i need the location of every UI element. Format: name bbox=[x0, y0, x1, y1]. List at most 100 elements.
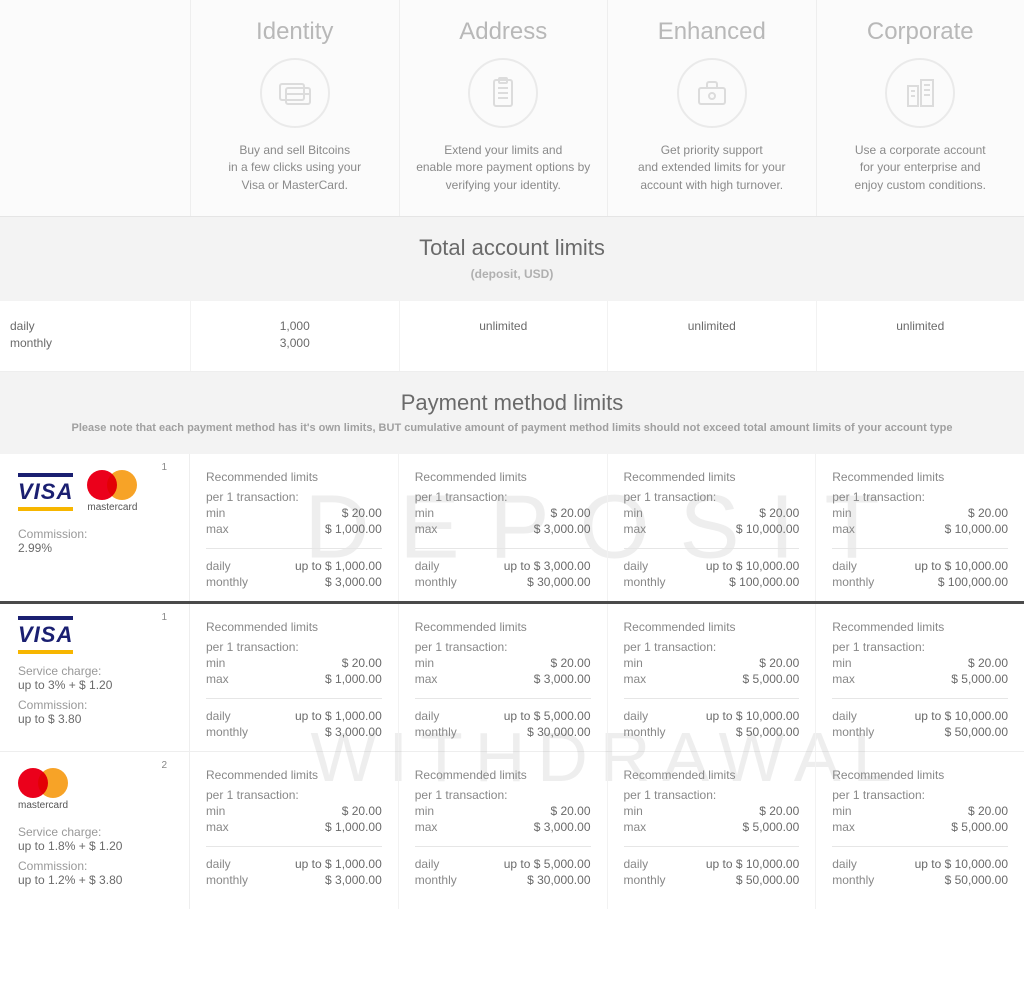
monthly-value: $ 50,000.00 bbox=[736, 725, 799, 739]
min-label: min bbox=[832, 804, 851, 818]
limit-cell: Recommended limitsper 1 transaction:min$… bbox=[398, 454, 607, 601]
monthly-label: monthly bbox=[415, 575, 457, 589]
monthly-label: monthly bbox=[206, 575, 248, 589]
tier-desc: Get priority supportand extended limits … bbox=[618, 142, 806, 194]
max-label: max bbox=[832, 820, 855, 834]
tier-desc: Use a corporate accountfor your enterpri… bbox=[827, 142, 1015, 194]
max-label: max bbox=[415, 672, 438, 686]
daily-label: daily bbox=[624, 559, 649, 573]
min-value: $ 20.00 bbox=[342, 804, 382, 818]
tier-corporate: Corporate Use a corporate accountfor you… bbox=[816, 0, 1024, 216]
method-logos: mastercard bbox=[18, 768, 177, 811]
monthly-value: $ 50,000.00 bbox=[945, 873, 1008, 887]
daily-value: up to $ 10,000.00 bbox=[915, 559, 1008, 573]
tier-identity: Identity Buy and sell Bitcoinsin a few c… bbox=[190, 0, 399, 216]
total-limits-header: Total account limits (deposit, USD) bbox=[0, 217, 1024, 301]
max-value: $ 5,000.00 bbox=[951, 820, 1008, 834]
commission-label: Commission: bbox=[18, 527, 177, 541]
daily-label: daily bbox=[206, 709, 231, 723]
monthly-value: $ 30,000.00 bbox=[527, 575, 590, 589]
monthly-label: monthly bbox=[832, 575, 874, 589]
max-label: max bbox=[624, 672, 647, 686]
deposit-row-visa-mc: 1 VISA mastercard Commission: 2.99% Reco… bbox=[0, 454, 1024, 601]
commission-label: Commission: bbox=[18, 859, 177, 873]
withdrawal-row-visa: 1 VISA Service charge: up to 3% + $ 1.20… bbox=[0, 604, 1024, 751]
monthly-value: $ 3,000.00 bbox=[325, 725, 382, 739]
daily-label: daily bbox=[10, 319, 180, 333]
min-label: min bbox=[206, 656, 225, 670]
monthly-label: monthly bbox=[832, 725, 874, 739]
min-value: $ 20.00 bbox=[550, 656, 590, 670]
max-value: $ 1,000.00 bbox=[325, 522, 382, 536]
service-charge-value: up to 1.8% + $ 1.20 bbox=[18, 839, 177, 853]
payment-limits-header: Payment method limits Please note that e… bbox=[0, 372, 1024, 454]
monthly-value: $ 50,000.00 bbox=[736, 873, 799, 887]
divider bbox=[206, 548, 382, 549]
limit-cell: Recommended limitsper 1 transaction:min$… bbox=[190, 604, 398, 751]
per-tx-label: per 1 transaction: bbox=[415, 490, 591, 504]
divider bbox=[832, 548, 1008, 549]
tier-title: Corporate bbox=[827, 18, 1015, 46]
daily-label: daily bbox=[624, 857, 649, 871]
max-value: $ 10,000.00 bbox=[736, 522, 799, 536]
total-daily: unlimited bbox=[618, 319, 806, 333]
per-tx-label: per 1 transaction: bbox=[206, 640, 382, 654]
monthly-value: $ 100,000.00 bbox=[938, 575, 1008, 589]
per-tx-label: per 1 transaction: bbox=[832, 640, 1008, 654]
daily-label: daily bbox=[832, 559, 857, 573]
mastercard-logo: mastercard bbox=[87, 470, 137, 513]
total-limits-row: daily monthly 1,000 3,000 unlimited unli… bbox=[0, 301, 1024, 372]
monthly-value: $ 100,000.00 bbox=[729, 575, 799, 589]
tier-title: Address bbox=[410, 18, 598, 46]
min-label: min bbox=[624, 656, 643, 670]
max-value: $ 3,000.00 bbox=[534, 672, 591, 686]
monthly-value: $ 30,000.00 bbox=[527, 725, 590, 739]
max-value: $ 5,000.00 bbox=[743, 820, 800, 834]
daily-label: daily bbox=[415, 709, 440, 723]
tier-address: Address Extend your limits andenable mor… bbox=[399, 0, 608, 216]
per-tx-label: per 1 transaction: bbox=[206, 788, 382, 802]
recommended-label: Recommended limits bbox=[206, 768, 382, 782]
divider bbox=[832, 698, 1008, 699]
per-tx-label: per 1 transaction: bbox=[206, 490, 382, 504]
divider bbox=[624, 846, 800, 847]
daily-value: up to $ 5,000.00 bbox=[504, 709, 591, 723]
min-value: $ 20.00 bbox=[759, 656, 799, 670]
max-value: $ 3,000.00 bbox=[534, 522, 591, 536]
footnote-ref: 2 bbox=[161, 760, 167, 771]
mastercard-logo: mastercard bbox=[18, 768, 68, 811]
min-value: $ 20.00 bbox=[968, 804, 1008, 818]
section-title: Payment method limits bbox=[30, 390, 994, 416]
method-info: 1 VISA mastercard Commission: 2.99% bbox=[0, 454, 190, 601]
min-label: min bbox=[415, 804, 434, 818]
limit-cell: Recommended limitsper 1 transaction:min$… bbox=[607, 752, 816, 909]
limit-cell: Recommended limitsper 1 transaction:min$… bbox=[607, 604, 816, 751]
recommended-label: Recommended limits bbox=[624, 620, 800, 634]
buildings-icon bbox=[885, 58, 955, 128]
service-charge-label: Service charge: bbox=[18, 825, 177, 839]
divider bbox=[206, 698, 382, 699]
limit-cell: Recommended limitsper 1 transaction:min$… bbox=[398, 604, 607, 751]
divider bbox=[624, 548, 800, 549]
visa-logo: VISA bbox=[18, 620, 73, 650]
min-value: $ 20.00 bbox=[550, 506, 590, 520]
divider bbox=[415, 548, 591, 549]
withdrawal-row-mastercard: 2 mastercard Service charge: up to 1.8% … bbox=[0, 751, 1024, 909]
monthly-label: monthly bbox=[206, 725, 248, 739]
service-charge-label: Service charge: bbox=[18, 664, 177, 678]
min-label: min bbox=[832, 506, 851, 520]
section-note: Please note that each payment method has… bbox=[30, 422, 994, 434]
account-tiers: Identity Buy and sell Bitcoinsin a few c… bbox=[0, 0, 1024, 217]
daily-value: up to $ 3,000.00 bbox=[504, 559, 591, 573]
max-label: max bbox=[832, 672, 855, 686]
min-label: min bbox=[415, 656, 434, 670]
recommended-label: Recommended limits bbox=[415, 620, 591, 634]
recommended-label: Recommended limits bbox=[832, 768, 1008, 782]
max-label: max bbox=[624, 820, 647, 834]
daily-label: daily bbox=[832, 857, 857, 871]
tier-title: Identity bbox=[201, 18, 389, 46]
min-label: min bbox=[415, 506, 434, 520]
commission-value: 2.99% bbox=[18, 541, 177, 555]
monthly-value: $ 50,000.00 bbox=[945, 725, 1008, 739]
footnote-ref: 1 bbox=[161, 612, 167, 623]
